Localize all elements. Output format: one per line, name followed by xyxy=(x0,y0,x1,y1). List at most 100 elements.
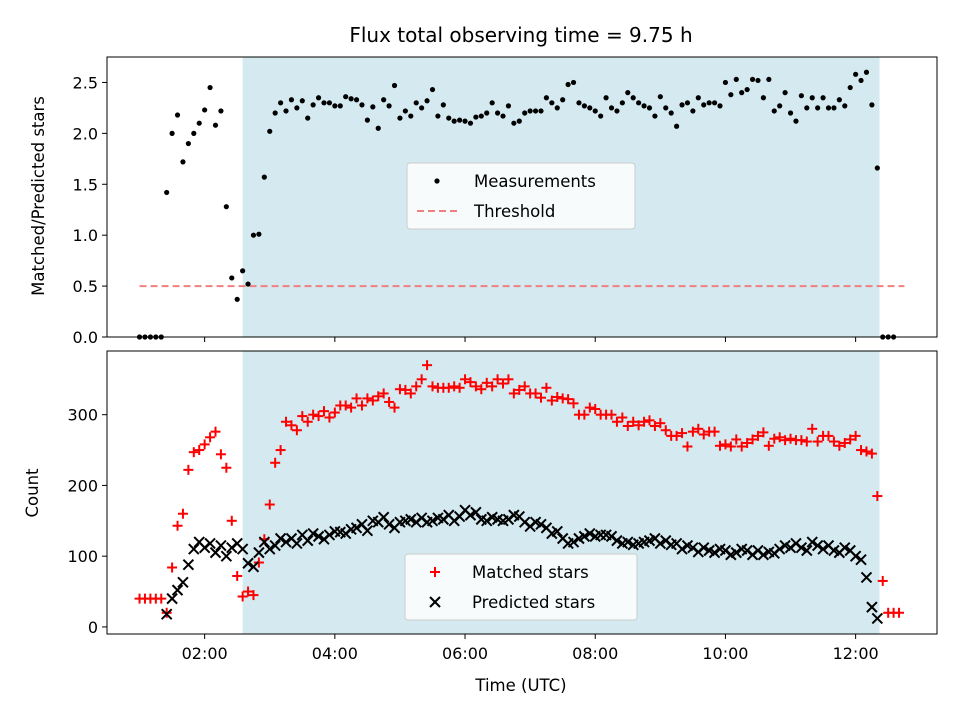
legend-label: Matched stars xyxy=(472,563,589,582)
data-point xyxy=(576,100,582,106)
data-point xyxy=(383,518,395,531)
data-point xyxy=(199,439,210,450)
data-point xyxy=(324,412,335,423)
data-point xyxy=(584,402,595,413)
data-point xyxy=(449,381,460,392)
data-point xyxy=(402,108,408,114)
data-point xyxy=(286,420,297,431)
data-point xyxy=(220,550,233,562)
data-point xyxy=(549,100,555,106)
legend-box xyxy=(406,162,636,230)
data-point xyxy=(856,445,867,456)
data-point xyxy=(378,388,389,399)
data-point xyxy=(440,102,446,108)
data-point xyxy=(215,449,226,460)
data-point xyxy=(793,118,799,124)
data-point xyxy=(426,515,439,527)
data-point xyxy=(850,430,861,441)
data-point xyxy=(608,105,615,111)
data-point xyxy=(706,100,712,106)
data-point xyxy=(484,110,490,116)
data-point xyxy=(568,398,579,409)
data-point xyxy=(172,520,183,531)
data-point xyxy=(560,97,566,103)
data-point xyxy=(318,406,329,417)
data-point xyxy=(511,120,517,126)
data-point xyxy=(467,120,474,126)
data-point xyxy=(731,434,742,445)
data-point xyxy=(611,416,622,427)
data-point xyxy=(711,100,718,106)
data-point xyxy=(780,435,791,446)
data-point xyxy=(570,79,577,86)
data-point xyxy=(476,384,487,395)
data-point xyxy=(500,113,506,119)
data-point xyxy=(871,612,884,625)
data-point xyxy=(280,536,292,548)
data-point xyxy=(302,416,313,427)
data-point xyxy=(359,102,365,108)
data-point xyxy=(498,378,509,389)
y-tick-label: 0.0 xyxy=(73,328,98,347)
data-point xyxy=(815,105,821,111)
data-point xyxy=(281,416,292,427)
data-point xyxy=(720,439,731,450)
data-point xyxy=(196,120,202,126)
data-point xyxy=(326,100,333,106)
data-point xyxy=(481,377,492,388)
data-point xyxy=(831,105,837,111)
data-point xyxy=(717,103,723,109)
data-point xyxy=(535,392,546,403)
data-point xyxy=(323,529,336,541)
data-point xyxy=(855,554,867,566)
data-point xyxy=(858,77,864,84)
data-point xyxy=(405,388,416,399)
data-point xyxy=(307,527,319,540)
data-point xyxy=(269,539,281,552)
data-point xyxy=(722,79,729,86)
data-point xyxy=(391,82,398,89)
x-tick-label: 04:00 xyxy=(312,644,358,663)
data-point xyxy=(807,423,818,434)
data-point xyxy=(782,90,788,96)
data-point xyxy=(250,232,257,238)
data-point xyxy=(451,118,457,124)
legend-marker xyxy=(430,567,440,577)
data-point xyxy=(264,499,275,510)
data-point xyxy=(869,102,875,108)
data-point xyxy=(519,381,530,392)
panel-top: 0.0 0.5 1.0 1.5 2.0 2.5 Matched/Predicted sta… xyxy=(29,56,938,347)
data-point xyxy=(264,543,276,555)
data-point xyxy=(329,407,340,418)
data-point xyxy=(565,81,571,88)
legend-marker xyxy=(434,178,440,184)
data-point xyxy=(351,393,362,404)
data-point xyxy=(207,84,213,91)
data-point xyxy=(503,374,514,385)
data-point xyxy=(845,434,856,445)
y-tick-label: 1.5 xyxy=(73,175,98,194)
data-point xyxy=(405,513,417,526)
data-point xyxy=(769,433,780,444)
data-point xyxy=(587,105,593,111)
data-point xyxy=(866,601,878,613)
data-point xyxy=(478,113,484,119)
data-point xyxy=(622,536,634,548)
data-point xyxy=(182,558,195,571)
data-point xyxy=(242,557,254,569)
y-tick-label: 0.5 xyxy=(73,277,98,296)
data-point xyxy=(494,110,501,116)
y-tick-label: 2.5 xyxy=(73,73,98,92)
x-tick-label: 02:00 xyxy=(182,644,228,663)
data-point xyxy=(487,381,498,392)
data-point xyxy=(348,96,354,102)
data-point xyxy=(801,544,813,557)
data-point xyxy=(625,90,631,96)
data-point xyxy=(641,103,647,109)
data-point xyxy=(462,118,468,124)
data-point xyxy=(473,114,479,120)
data-point xyxy=(288,97,295,103)
x-tick-label: 06:00 xyxy=(442,644,488,663)
data-point xyxy=(771,108,777,114)
data-point xyxy=(400,384,411,395)
